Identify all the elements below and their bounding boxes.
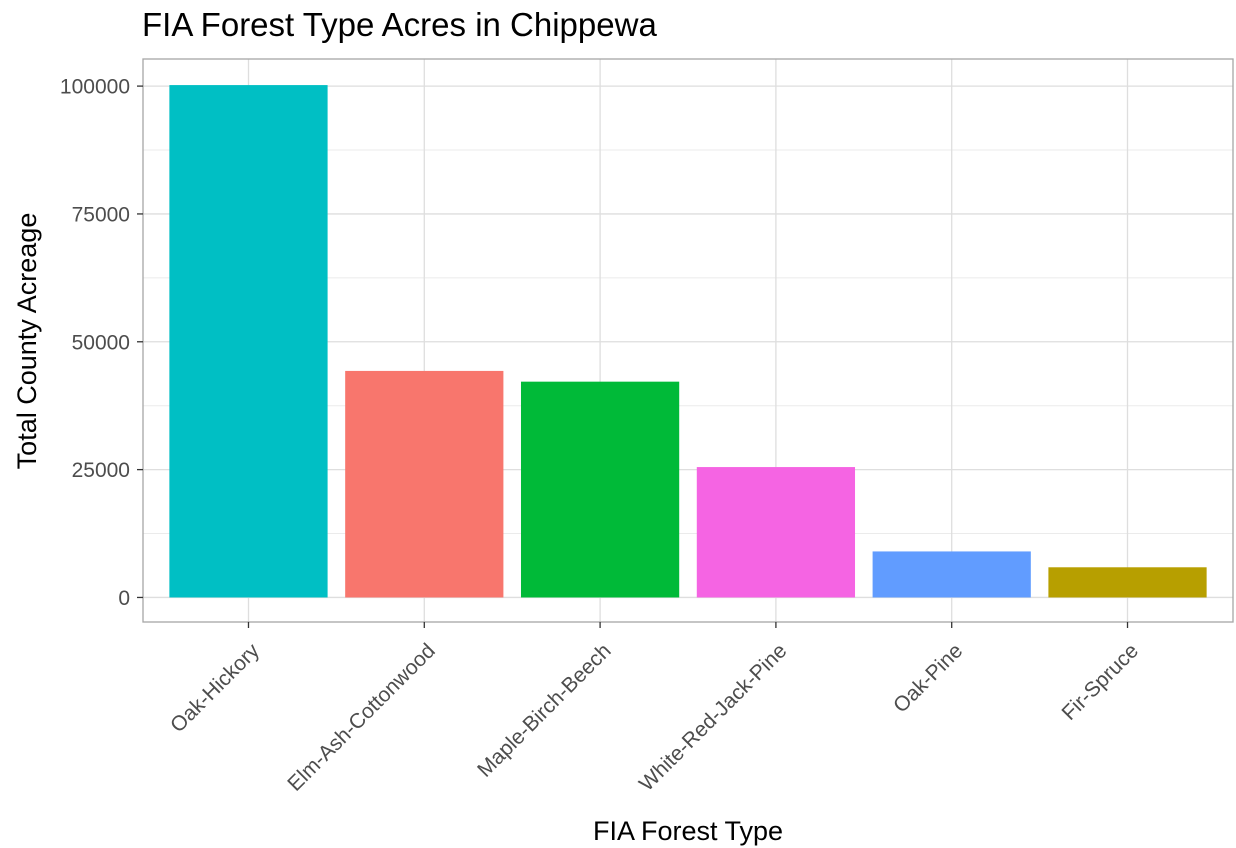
y-tick-label: 0 [118,587,130,610]
x-axis-title: FIA Forest Type [593,816,783,846]
y-tick-label: 100000 [60,76,130,99]
x-tick-label: Fir-Spruce [1057,639,1143,725]
chart-title: FIA Forest Type Acres in Chippewa [142,6,657,43]
x-tick-label: Oak-Pine [889,639,967,717]
bar-white-red-jack-pine [696,467,856,598]
bar-fir-spruce [1048,567,1207,598]
plot-area: 0 25000 50000 75000 100000 Oak-Hickory Elm-Ash… [60,58,1234,796]
y-tick-label: 50000 [72,331,130,354]
bar-oak-pine [872,551,1031,598]
x-tick-label: Maple-Birch-Beech [473,639,616,782]
y-tick-label: 25000 [72,459,130,482]
bar-oak-hickory [169,85,328,598]
x-tick-label: Elm-Ash-Cottonwood [283,639,440,796]
panel-border [142,58,1234,623]
x-tick-label: Oak-Hickory [166,639,264,737]
y-axis-title: Total County Acreage [12,213,42,470]
y-tick-label: 75000 [72,203,130,226]
x-tick-label: White-Red-Jack-Pine [635,639,792,796]
bar-maple-birch-beech [520,381,680,598]
bar-elm-ash-cottonwood [345,370,504,598]
